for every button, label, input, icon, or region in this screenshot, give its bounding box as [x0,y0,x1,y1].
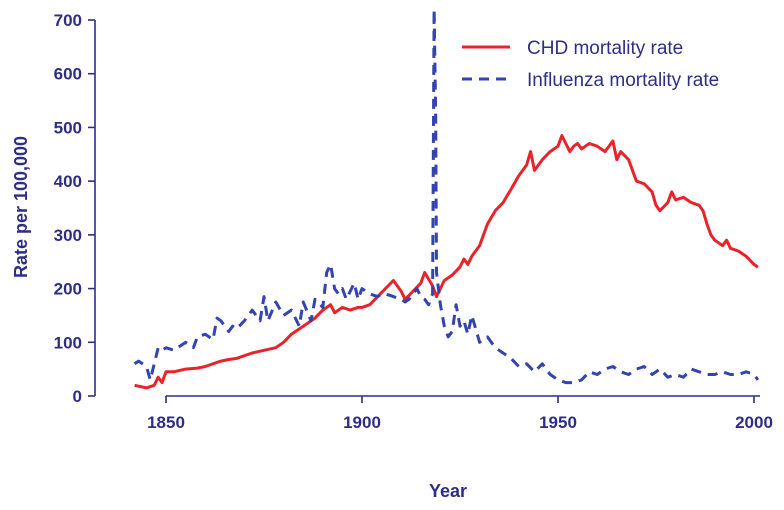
y-axis-title: Rate per 100,000 [11,136,31,278]
y-tick-label-500: 500 [54,118,82,137]
x-tick-label-1900: 1900 [343,413,381,432]
legend-chd-label: CHD mortality rate [527,38,683,59]
x-tick-label-2000: 2000 [735,413,773,432]
y-tick-label-300: 300 [54,226,82,245]
y-tick-label-0: 0 [73,387,82,406]
ticks: 0 100 200 300 400 500 600 700 1850 1900 1950 2000 [54,11,773,432]
x-tick-label-1850: 1850 [147,413,185,432]
plot-area [133,8,760,390]
x-tick-label-1950: 1950 [539,413,577,432]
x-axis-title: Year [429,481,467,501]
axes [94,20,760,397]
series-layer [133,8,760,390]
y-tick-label-600: 600 [54,65,82,84]
y-tick-label-400: 400 [54,172,82,191]
legend-flu-label: Influenza mortality rate [527,70,719,91]
legend: CHD mortality rate Influenza mortality r… [462,38,719,91]
y-tick-label-700: 700 [54,11,82,30]
y-tick-label-200: 200 [54,280,82,299]
chd-series-line [134,134,759,390]
y-tick-label-100: 100 [54,333,82,352]
influenza-series-line [133,8,760,385]
